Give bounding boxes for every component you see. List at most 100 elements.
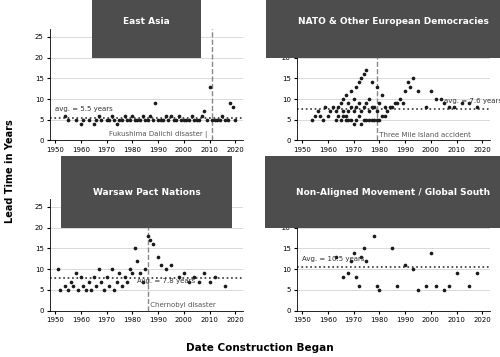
Point (350, 109, 358, 114)
Point (174, 113, 182, 119)
Point (394, 100, 402, 106)
Point (406, 84, 414, 90)
Point (362, 258, 370, 264)
Point (138, 113, 146, 119)
Point (337, 100, 345, 106)
Point (332, 109, 340, 114)
Point (334, 113, 342, 119)
Point (182, 117, 190, 122)
Point (64, 117, 72, 122)
Point (445, 283, 453, 288)
Point (210, 275, 218, 280)
Text: Avg. = 10.5 years: Avg. = 10.5 years (302, 256, 364, 262)
Point (326, 109, 334, 114)
Point (440, 100, 448, 106)
Point (190, 275, 198, 280)
Point (427, 250, 435, 255)
Point (445, 105, 453, 110)
Point (195, 279, 203, 285)
Point (105, 283, 113, 288)
Point (123, 117, 131, 122)
Point (200, 109, 208, 114)
Point (162, 266, 170, 272)
Point (113, 121, 121, 127)
Point (120, 113, 128, 119)
Point (373, 117, 381, 122)
Point (368, 212, 376, 218)
Point (342, 117, 350, 122)
Point (362, 67, 370, 73)
Point (144, 233, 152, 239)
Point (172, 117, 180, 122)
Point (144, 117, 152, 122)
Point (126, 266, 134, 272)
Point (368, 80, 376, 85)
Text: Chernobyl disaster: Chernobyl disaster (148, 302, 216, 308)
Point (427, 88, 435, 94)
Point (170, 117, 177, 122)
Point (162, 113, 170, 119)
Point (108, 113, 116, 119)
Point (80, 283, 88, 288)
Point (136, 271, 144, 276)
Text: Avg. = 7.8 years: Avg. = 7.8 years (138, 278, 196, 285)
Point (344, 100, 352, 106)
Point (74, 287, 82, 293)
Point (218, 113, 226, 119)
Point (376, 117, 384, 122)
Point (180, 271, 188, 276)
Point (134, 258, 141, 264)
Point (362, 100, 370, 106)
Point (388, 105, 396, 110)
Point (373, 84, 381, 90)
Point (432, 283, 440, 288)
Point (352, 117, 360, 122)
Point (84, 117, 92, 122)
Point (368, 117, 376, 122)
Point (159, 117, 167, 122)
Point (358, 109, 366, 114)
Point (77, 275, 85, 280)
Point (376, 100, 384, 106)
Point (232, 117, 239, 122)
Point (146, 113, 154, 119)
Point (378, 92, 386, 98)
Point (365, 204, 373, 210)
Point (318, 117, 326, 122)
Point (376, 287, 384, 293)
Point (342, 92, 350, 98)
Point (466, 100, 473, 106)
Point (200, 271, 208, 276)
Point (450, 105, 458, 110)
Point (118, 117, 126, 122)
Point (102, 275, 110, 280)
Point (394, 283, 402, 288)
Point (380, 113, 388, 119)
Point (149, 117, 157, 122)
Point (80, 117, 88, 122)
Point (383, 109, 391, 114)
Point (360, 246, 368, 251)
Point (365, 109, 373, 114)
Point (340, 275, 347, 280)
Point (311, 113, 319, 119)
Text: Three Mile Island accident: Three Mile Island accident (377, 132, 470, 138)
Point (154, 254, 162, 260)
Point (126, 117, 134, 122)
Point (358, 121, 366, 127)
Point (90, 275, 98, 280)
Point (62, 283, 70, 288)
Point (422, 283, 430, 288)
Point (128, 271, 136, 276)
Point (329, 105, 337, 110)
Point (322, 105, 330, 110)
Point (156, 262, 164, 268)
Point (340, 109, 347, 114)
Point (221, 117, 229, 122)
Point (388, 246, 396, 251)
Point (188, 113, 196, 119)
Point (340, 96, 347, 102)
Point (452, 271, 460, 276)
Point (98, 279, 106, 285)
Point (358, 254, 366, 260)
